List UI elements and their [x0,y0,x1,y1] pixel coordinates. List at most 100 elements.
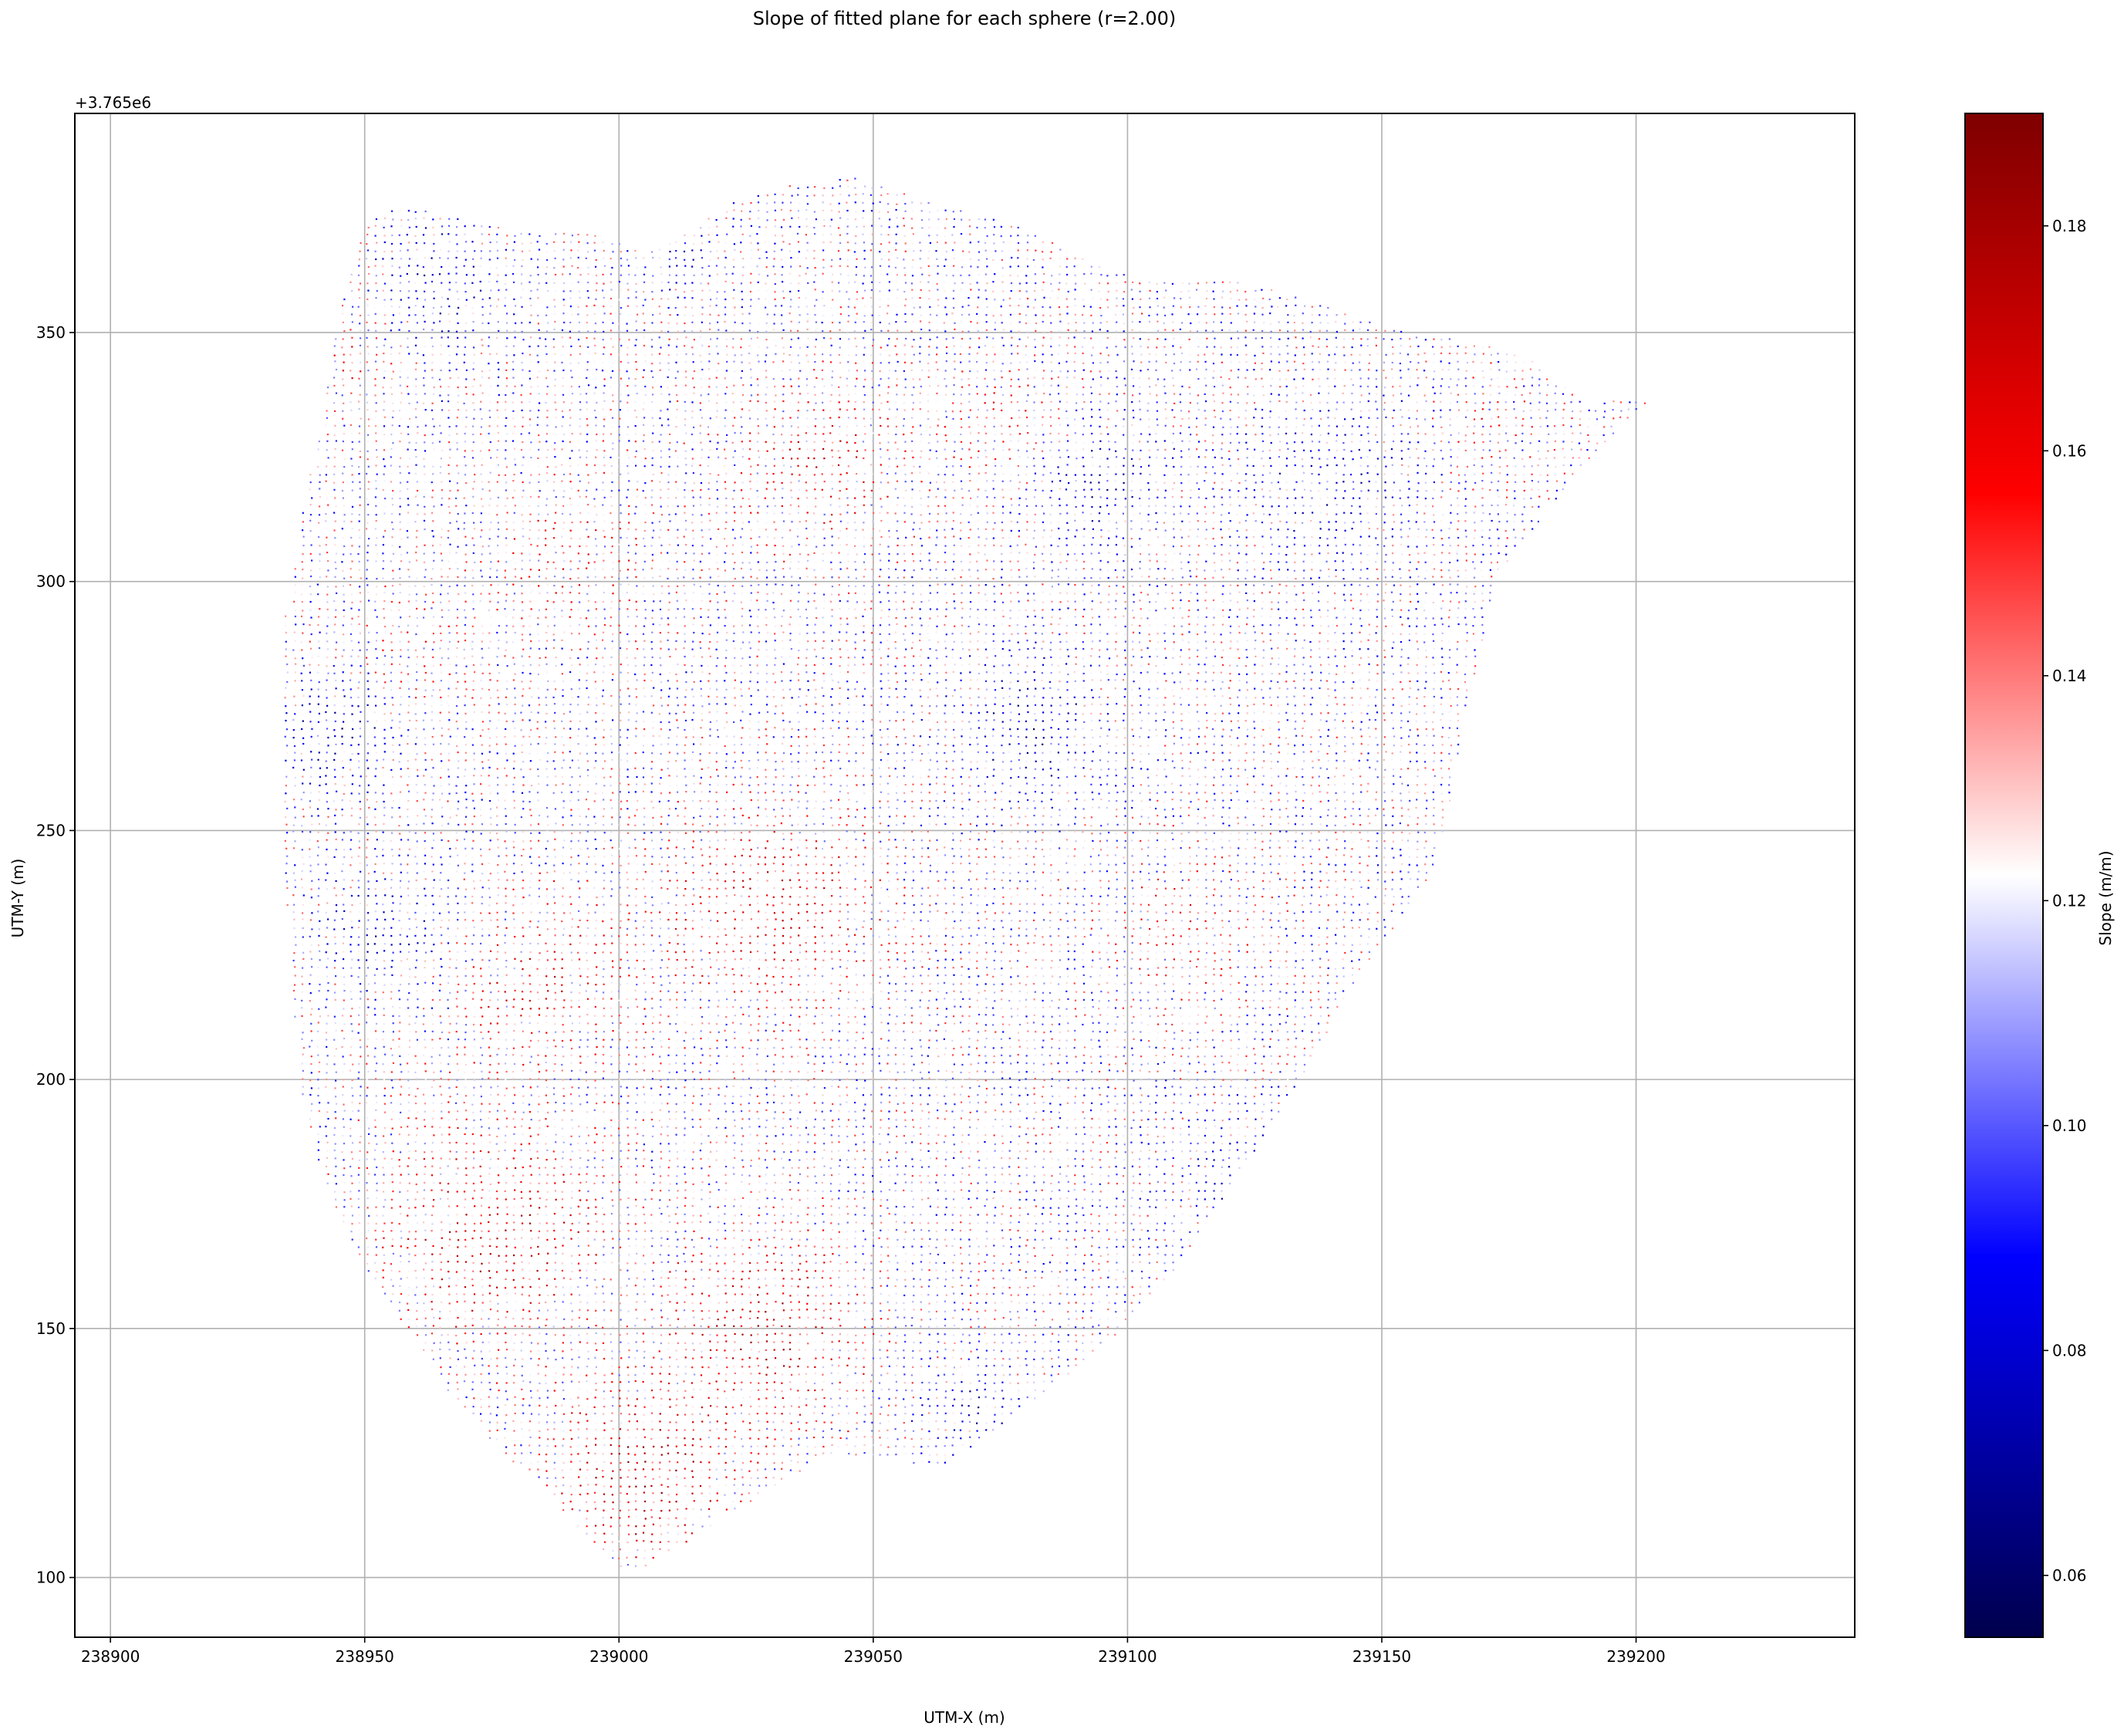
scatter-point [1084,1087,1086,1089]
scatter-point [424,1181,426,1184]
scatter-point [773,1462,775,1464]
scatter-point [593,1541,596,1543]
scatter-point [400,1199,403,1201]
scatter-point [961,1444,964,1446]
scatter-point [928,1269,930,1272]
scatter-point [684,1230,687,1232]
scatter-point [464,1390,466,1392]
scatter-point [1002,1110,1005,1113]
scatter-point [814,1446,816,1448]
scatter-point [903,1111,906,1113]
scatter-point [709,1141,712,1143]
scatter-point [595,1484,597,1486]
scatter-point [473,1119,475,1122]
scatter-point [790,1134,792,1137]
scatter-point [910,1190,913,1192]
scatter-point [368,1142,370,1144]
scatter-point [676,1175,678,1177]
scatter-point [562,1357,564,1359]
scatter-point [626,1071,629,1073]
scatter-point [913,1278,915,1280]
scatter-point [594,1491,596,1494]
scatter-point [627,1343,630,1345]
scatter-point [520,1349,522,1352]
scatter-point [643,1271,645,1273]
scatter-point [643,1078,646,1080]
scatter-point [1002,1285,1005,1288]
scatter-point [595,1437,597,1440]
scatter-point [953,1143,955,1146]
scatter-point [1001,1213,1003,1215]
scatter-point [692,1285,694,1288]
scatter-point [643,1452,646,1454]
scatter-point [383,1174,385,1176]
scatter-point [732,1389,735,1391]
scatter-point [457,1261,459,1263]
scatter-point [603,1095,606,1097]
scatter-point [1042,1109,1045,1113]
scatter-point [1197,1231,1199,1233]
scatter-point [748,1174,751,1177]
scatter-point [733,1253,736,1255]
scatter-point [831,1364,833,1366]
scatter-point [441,1103,443,1105]
scatter-point [960,1221,962,1224]
scatter-point [529,1222,532,1224]
scatter-point [643,1214,645,1216]
scatter-point [506,1269,508,1272]
scatter-point [994,1118,997,1120]
scatter-point [774,1389,776,1391]
scatter-point [960,1238,962,1241]
scatter-point [618,1070,621,1072]
scatter-point [1172,1109,1174,1112]
scatter-point [758,1214,760,1217]
scatter-point [814,1270,817,1272]
scatter-point [993,1134,995,1137]
scatter-point [1157,1252,1159,1255]
scatter-point [715,1159,718,1161]
scatter-point [903,1189,905,1191]
scatter-point [741,1150,743,1153]
scatter-point [805,1398,808,1400]
scatter-point [1082,1317,1084,1319]
scatter-point [383,1095,386,1097]
scatter-point [554,1397,556,1399]
scatter-point [586,1117,588,1120]
scatter-point [457,1278,459,1280]
scatter-point [994,1413,996,1416]
scatter-point [676,1093,678,1096]
scatter-point [985,1174,988,1176]
scatter-point [1009,1086,1011,1089]
scatter-point [1139,1166,1141,1168]
scatter-point [718,1484,720,1487]
scatter-point [593,1109,596,1111]
scatter-point [741,1245,743,1248]
scatter-point [610,1119,613,1121]
scatter-point [400,1230,402,1233]
scatter-point [708,1515,711,1518]
scatter-point [1133,1214,1135,1216]
scatter-point [505,1222,508,1224]
scatter-point [920,1268,923,1271]
scatter-point [920,1397,922,1399]
scatter-point [936,1222,938,1224]
scatter-point [724,1452,726,1454]
scatter-point [481,1197,483,1199]
scatter-point [642,1119,644,1121]
scatter-point [1025,1111,1028,1113]
scatter-point [1089,1134,1092,1137]
scatter-point [765,1359,768,1361]
scatter-point [887,1277,890,1279]
scatter-point [400,1086,403,1088]
scatter-point [382,1167,384,1169]
scatter-point [424,1238,427,1241]
scatter-point [1067,1165,1069,1167]
scatter-point [970,1206,972,1209]
scatter-point [758,1238,761,1241]
scatter-point [497,1093,499,1096]
scatter-point [1018,1286,1021,1288]
scatter-point [562,1079,564,1082]
scatter-point [894,1190,897,1192]
scatter-point [945,1206,947,1208]
scatter-point [504,1427,506,1430]
